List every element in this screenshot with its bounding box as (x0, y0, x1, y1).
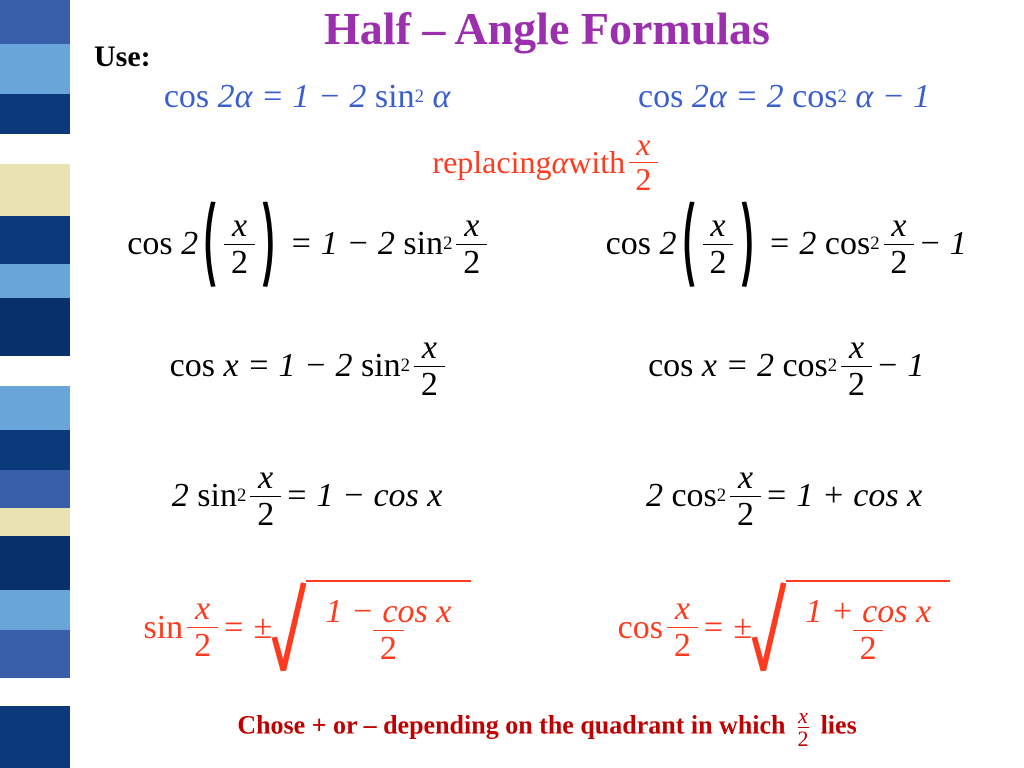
sidebar-stripe (0, 0, 70, 44)
step3-right: 2 cos2 x2 = 1 + cos x (646, 460, 922, 532)
step1-row: cos 2 x2 = 1 − 2 sin2 x2 cos 2 x2 = 2 co… (70, 200, 1024, 288)
sidebar-stripe (0, 44, 70, 94)
step2-left: cos x = 1 − 2 sin2 x2 (170, 330, 449, 402)
sidebar-stripe (0, 298, 70, 356)
sidebar-stripe (0, 430, 70, 470)
use-label: Use: (94, 40, 151, 74)
sidebar-stripe (0, 536, 70, 590)
sidebar-stripe (0, 164, 70, 216)
sidebar-stripe (0, 678, 70, 706)
sidebar-stripe (0, 134, 70, 164)
final-left: sin x2 = ± 1 − cos x 2 (144, 580, 471, 675)
slide-title: Half – Angle Formulas (70, 2, 1024, 55)
identities-row: cos 2α = 1 − 2 sin2 α cos 2α = 2 cos2 α … (70, 78, 1024, 116)
sidebar-stripe (0, 216, 70, 264)
identity-left: cos 2α = 1 − 2 sin2 α (164, 78, 450, 116)
sidebar-stripe (0, 508, 70, 536)
slide-content: Half – Angle Formulas Use: cos 2α = 1 − … (70, 0, 1024, 768)
final-row: sin x2 = ± 1 − cos x 2 cos x2 = ± (70, 580, 1024, 675)
sidebar-stripe (0, 590, 70, 630)
sidebar-stripe (0, 630, 70, 678)
replacing-text: replacing α with x 2 (432, 128, 661, 196)
final-right: cos x2 = ± 1 + cos x 2 (618, 580, 951, 675)
step1-right: cos 2 x2 = 2 cos2 x2 − 1 (606, 200, 967, 288)
sidebar-stripe (0, 386, 70, 430)
identity-right: cos 2α = 2 cos2 α − 1 (638, 78, 930, 116)
step1-left: cos 2 x2 = 1 − 2 sin2 x2 (127, 200, 491, 288)
sidebar-stripe (0, 94, 70, 134)
step3-row: 2 sin2 x2 = 1 − cos x 2 cos2 x2 = 1 + co… (70, 460, 1024, 532)
decorative-sidebar (0, 0, 70, 768)
sidebar-stripe (0, 470, 70, 508)
replacing-row: replacing α with x 2 (70, 128, 1024, 196)
step2-row: cos x = 1 − 2 sin2 x2 cos x = 2 cos2 x2 … (70, 330, 1024, 402)
sidebar-stripe (0, 706, 70, 768)
step3-left: 2 sin2 x2 = 1 − cos x (172, 460, 443, 532)
step2-right: cos x = 2 cos2 x2 − 1 (648, 330, 924, 402)
footer-note: Chose + or – depending on the quadrant i… (70, 705, 1024, 750)
sidebar-stripe (0, 264, 70, 298)
sidebar-stripe (0, 356, 70, 386)
